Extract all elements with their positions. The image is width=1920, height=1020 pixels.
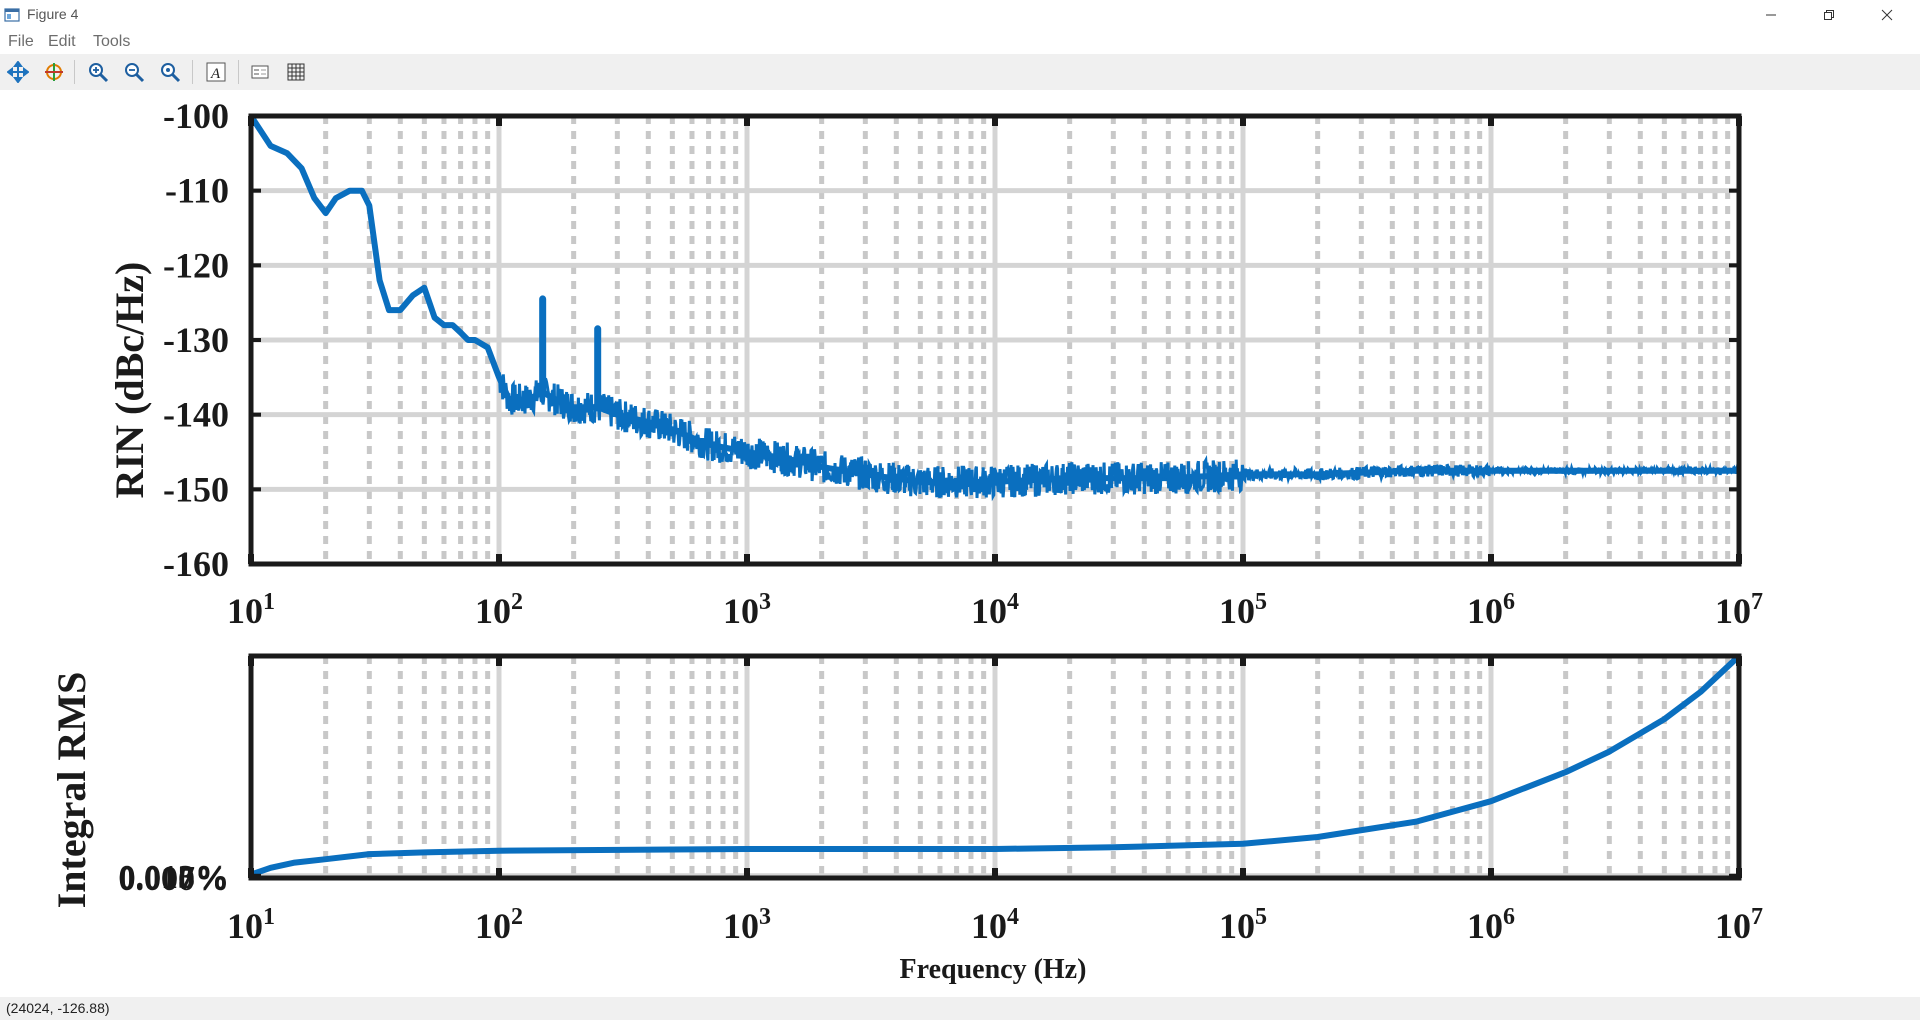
figure-canvas[interactable]: -100 -110 -120 -130 -140 -150 -160 101 102 103 10…	[0, 90, 1920, 997]
integral-y-axis-label: Integral RMS	[49, 672, 94, 909]
figure-svg[interactable]: -100-110-120-130-140-150-160 101 102 103 10…	[0, 90, 1920, 997]
insert-legend-icon	[251, 65, 269, 79]
x-tick-label: 106	[1467, 904, 1515, 946]
x-tick-label: 104	[971, 904, 1019, 946]
rin-y-tick-labels: -100 -110 -120 -130 -140 -150 -160	[163, 96, 229, 584]
menu-bar: File Edit Tools	[0, 30, 1920, 54]
rin-axes[interactable]: -100-110-120-130-140-150-160 101 102 103 10…	[107, 96, 1763, 631]
integral-ticks	[248, 656, 1742, 880]
frequency-x-axis-label: Frequency (Hz)	[900, 954, 1087, 985]
close-icon	[1881, 9, 1893, 21]
x-tick-label: 107	[1715, 589, 1763, 631]
rin-spikes	[539, 295, 602, 411]
integral-rms-axes[interactable]: 0.000%0.007%0.013% 101 102 103 104 105 106 107…	[49, 653, 1763, 985]
rin-noise-line	[497, 372, 1740, 502]
x-tick-label: 107	[1715, 904, 1763, 946]
y-tick-label: 0.000%	[119, 861, 230, 898]
close-button[interactable]	[1858, 0, 1916, 30]
rin-x-tick-labels: 101 102 103 104 105 106 107	[227, 589, 1763, 631]
insert-text-icon: A	[206, 62, 226, 82]
integral-x-tick-labels: 101 102 103 104 105 106 107	[227, 904, 1763, 946]
svg-text:A: A	[210, 66, 221, 82]
y-tick-label: 0.013%	[119, 859, 230, 896]
x-tick-label: 105	[1219, 589, 1267, 631]
pan-button[interactable]	[4, 58, 32, 86]
y-tick-label: -150	[163, 469, 229, 509]
zoom-reset-icon	[161, 63, 181, 83]
x-tick-label: 103	[723, 904, 771, 946]
y-tick-label: -140	[163, 395, 229, 435]
status-bar: (24024, -126.88)	[0, 997, 1920, 1020]
zoom-in-button[interactable]	[84, 58, 112, 86]
toolbar-separator	[192, 60, 193, 84]
y-tick-label: -120	[163, 245, 229, 285]
y-tick-label: -130	[163, 320, 229, 360]
zoom-out-icon	[125, 63, 145, 83]
y-tick-label: -100	[163, 96, 229, 136]
zoom-in-icon	[89, 63, 109, 83]
title-bar: Figure 4	[0, 0, 1920, 30]
integral-rms-series-line	[250, 653, 1742, 878]
x-tick-label: 101	[227, 589, 275, 631]
y-tick-label: 0.007%	[119, 860, 230, 897]
toolbar: A	[0, 54, 1920, 90]
rin-ticks	[248, 114, 1742, 566]
menu-tools[interactable]: Tools	[93, 33, 131, 50]
restore-icon	[1824, 10, 1834, 20]
cursor-coordinates: (24024, -126.88)	[6, 1000, 110, 1016]
zoom-out-button[interactable]	[120, 58, 148, 86]
toolbar-separator	[74, 60, 75, 84]
pan-icon	[7, 61, 29, 83]
insert-legend-button[interactable]	[246, 58, 274, 86]
x-tick-label: 103	[723, 589, 771, 631]
minimize-icon	[1766, 14, 1776, 16]
figure-window-icon	[4, 8, 20, 22]
insert-text-button[interactable]: A	[202, 58, 230, 86]
rin-y-axis-label: RIN (dBc/Hz)	[107, 262, 152, 499]
integral-grid	[248, 656, 1742, 881]
x-tick-label: 102	[475, 589, 523, 631]
toolbar-separator	[238, 60, 239, 84]
x-tick-label: 102	[475, 904, 523, 946]
window-title: Figure 4	[27, 6, 79, 22]
integral-y-tick-labels: 0.000%0.007%0.013%	[119, 859, 230, 898]
restore-button[interactable]	[1800, 0, 1858, 30]
x-tick-label: 101	[227, 904, 275, 946]
rotate-3d-icon	[45, 63, 63, 81]
x-tick-label: 105	[1219, 904, 1267, 946]
minimize-button[interactable]	[1742, 0, 1800, 30]
x-tick-label: 104	[971, 589, 1019, 631]
rotate-3d-button[interactable]	[40, 58, 68, 86]
y-tick-label: -160	[163, 544, 229, 584]
grid-toggle-icon	[287, 63, 305, 81]
menu-edit[interactable]: Edit	[48, 33, 76, 50]
menu-file[interactable]: File	[8, 33, 34, 50]
y-tick-label: -110	[165, 171, 229, 211]
zoom-reset-button[interactable]	[156, 58, 184, 86]
grid-toggle-button[interactable]	[282, 58, 310, 86]
x-tick-label: 106	[1467, 589, 1515, 631]
